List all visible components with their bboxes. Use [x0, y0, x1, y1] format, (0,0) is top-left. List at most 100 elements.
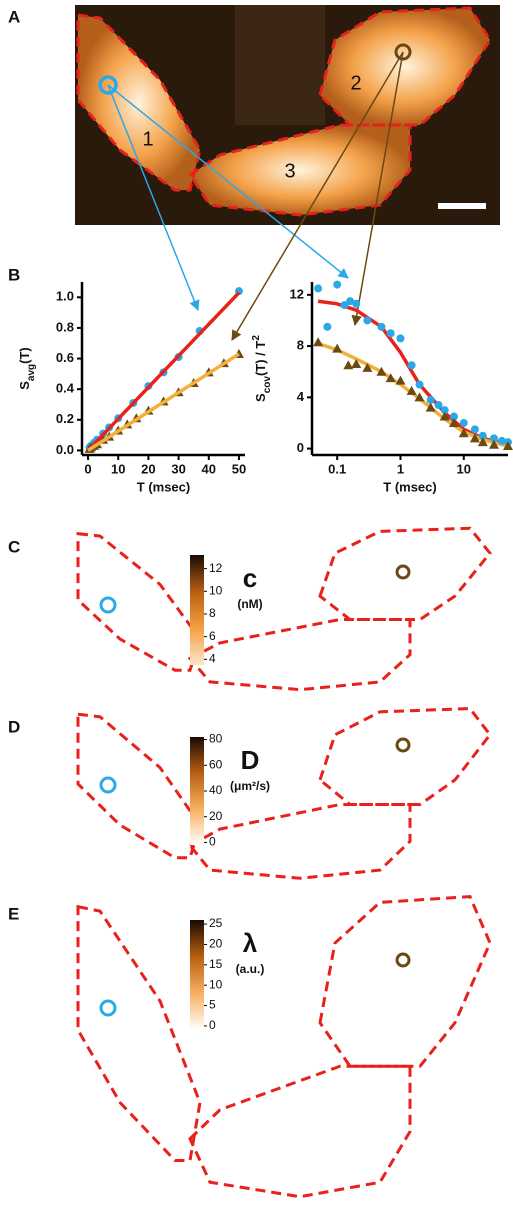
data-point	[415, 380, 424, 389]
data-point	[458, 428, 469, 438]
colorbar-tick-label: 60	[209, 757, 223, 771]
colorbar-tick-label: 0	[209, 835, 216, 849]
colorbar-title: D	[241, 745, 260, 775]
micrograph-region	[235, 5, 325, 125]
colorbar-tick-label: 15	[209, 957, 223, 971]
x-tick-label: 10	[457, 461, 471, 476]
data-point	[434, 401, 443, 410]
data-point	[323, 322, 332, 331]
x-tick-label: 0.1	[328, 461, 346, 476]
colorbar-tick-label: 5	[209, 998, 216, 1012]
data-point	[314, 284, 323, 293]
colorbar-tick-label: 6	[209, 629, 216, 643]
pixel-marker	[394, 43, 412, 61]
x-axis-label: T (msec)	[137, 479, 190, 494]
y-tick-label: 0.4	[56, 381, 75, 396]
x-tick-label: 40	[202, 461, 216, 476]
x-tick-label: 0	[84, 461, 91, 476]
pixel-marker	[99, 999, 117, 1017]
data-point	[363, 316, 372, 325]
y-tick-label: 1.0	[56, 289, 74, 304]
data-point	[386, 329, 395, 338]
y-tick-label: 0.2	[56, 411, 74, 426]
pixel-marker	[98, 75, 118, 95]
fit-line	[317, 299, 509, 447]
map-d	[76, 707, 492, 880]
y-axis-label: Scov(T) / T2	[251, 335, 273, 402]
fit-line	[86, 291, 241, 452]
data-point	[376, 366, 387, 376]
pixel-marker	[99, 776, 117, 794]
y-axis-label-part: (T)	[17, 347, 32, 364]
colorbar-tick-label: 8	[209, 606, 216, 620]
region-label: 1	[142, 128, 153, 150]
colorbar-tick-label: 40	[209, 783, 223, 797]
colorbar-unit: (nM)	[237, 597, 262, 611]
data-point	[426, 395, 435, 404]
x-tick-label: 20	[141, 461, 155, 476]
data-point	[332, 343, 343, 353]
colorbar-unit: (μm²/s)	[230, 779, 270, 793]
cell-2	[320, 8, 490, 125]
data-point	[469, 433, 480, 443]
y-axis-label-part: cov	[262, 376, 273, 394]
pixel-marker	[395, 952, 411, 968]
data-point	[449, 412, 458, 421]
y-axis-label-part: 2	[251, 335, 262, 341]
colorbar-tick-label: 10	[209, 583, 223, 597]
data-point	[459, 418, 468, 427]
arrow	[231, 51, 404, 341]
data-point	[406, 385, 417, 395]
pixel-marker	[395, 564, 411, 580]
data-point	[439, 411, 450, 421]
panel-label: B	[8, 265, 20, 284]
y-tick-label: 4	[297, 389, 305, 404]
data-point	[346, 297, 355, 306]
data-point	[470, 425, 479, 434]
data-point	[385, 373, 396, 383]
pixel-marker	[99, 596, 117, 614]
panel-label: E	[8, 904, 19, 923]
colorbar-tick-label: 10	[209, 977, 223, 991]
y-axis-label: Savg(T)	[17, 347, 37, 390]
region-label: 3	[284, 160, 295, 182]
panel-label: C	[8, 537, 20, 556]
pixel-marker	[395, 737, 411, 753]
map-c	[76, 526, 492, 692]
data-point	[340, 301, 349, 310]
data-point	[448, 417, 459, 427]
colorbar-tick-label: 20	[209, 809, 223, 823]
panel-label: D	[8, 717, 20, 736]
colorbar-tick-label: 4	[209, 652, 216, 666]
data-point	[333, 280, 342, 289]
data-point	[503, 441, 513, 451]
data-point	[477, 437, 488, 447]
scale-bar	[438, 203, 486, 209]
data-point	[351, 359, 362, 369]
data-point	[377, 322, 386, 331]
x-tick-label: 50	[232, 461, 246, 476]
colorbar-title: λ	[243, 928, 258, 958]
y-axis-label-part: S	[17, 381, 32, 390]
x-tick-label: 30	[171, 461, 185, 476]
colorbar	[190, 920, 204, 1030]
fit-line	[87, 352, 240, 452]
arrow	[107, 84, 349, 279]
colorbar-tick-label: 0	[209, 1018, 216, 1032]
arrow	[351, 51, 404, 327]
data-point	[478, 431, 487, 440]
data-point	[489, 434, 498, 443]
data-point	[352, 299, 361, 308]
y-axis-label-part: avg	[26, 364, 37, 381]
y-tick-label: 0	[297, 440, 304, 455]
x-axis-label: T (msec)	[383, 479, 436, 494]
y-tick-label: 12	[290, 286, 304, 301]
y-axis-label-part: S	[253, 393, 268, 402]
data-point	[343, 360, 354, 370]
data-point	[440, 406, 449, 415]
data-point	[497, 436, 506, 445]
arrow	[107, 84, 200, 311]
data-point	[313, 337, 324, 347]
data-point	[414, 392, 425, 402]
data-point	[488, 439, 499, 449]
